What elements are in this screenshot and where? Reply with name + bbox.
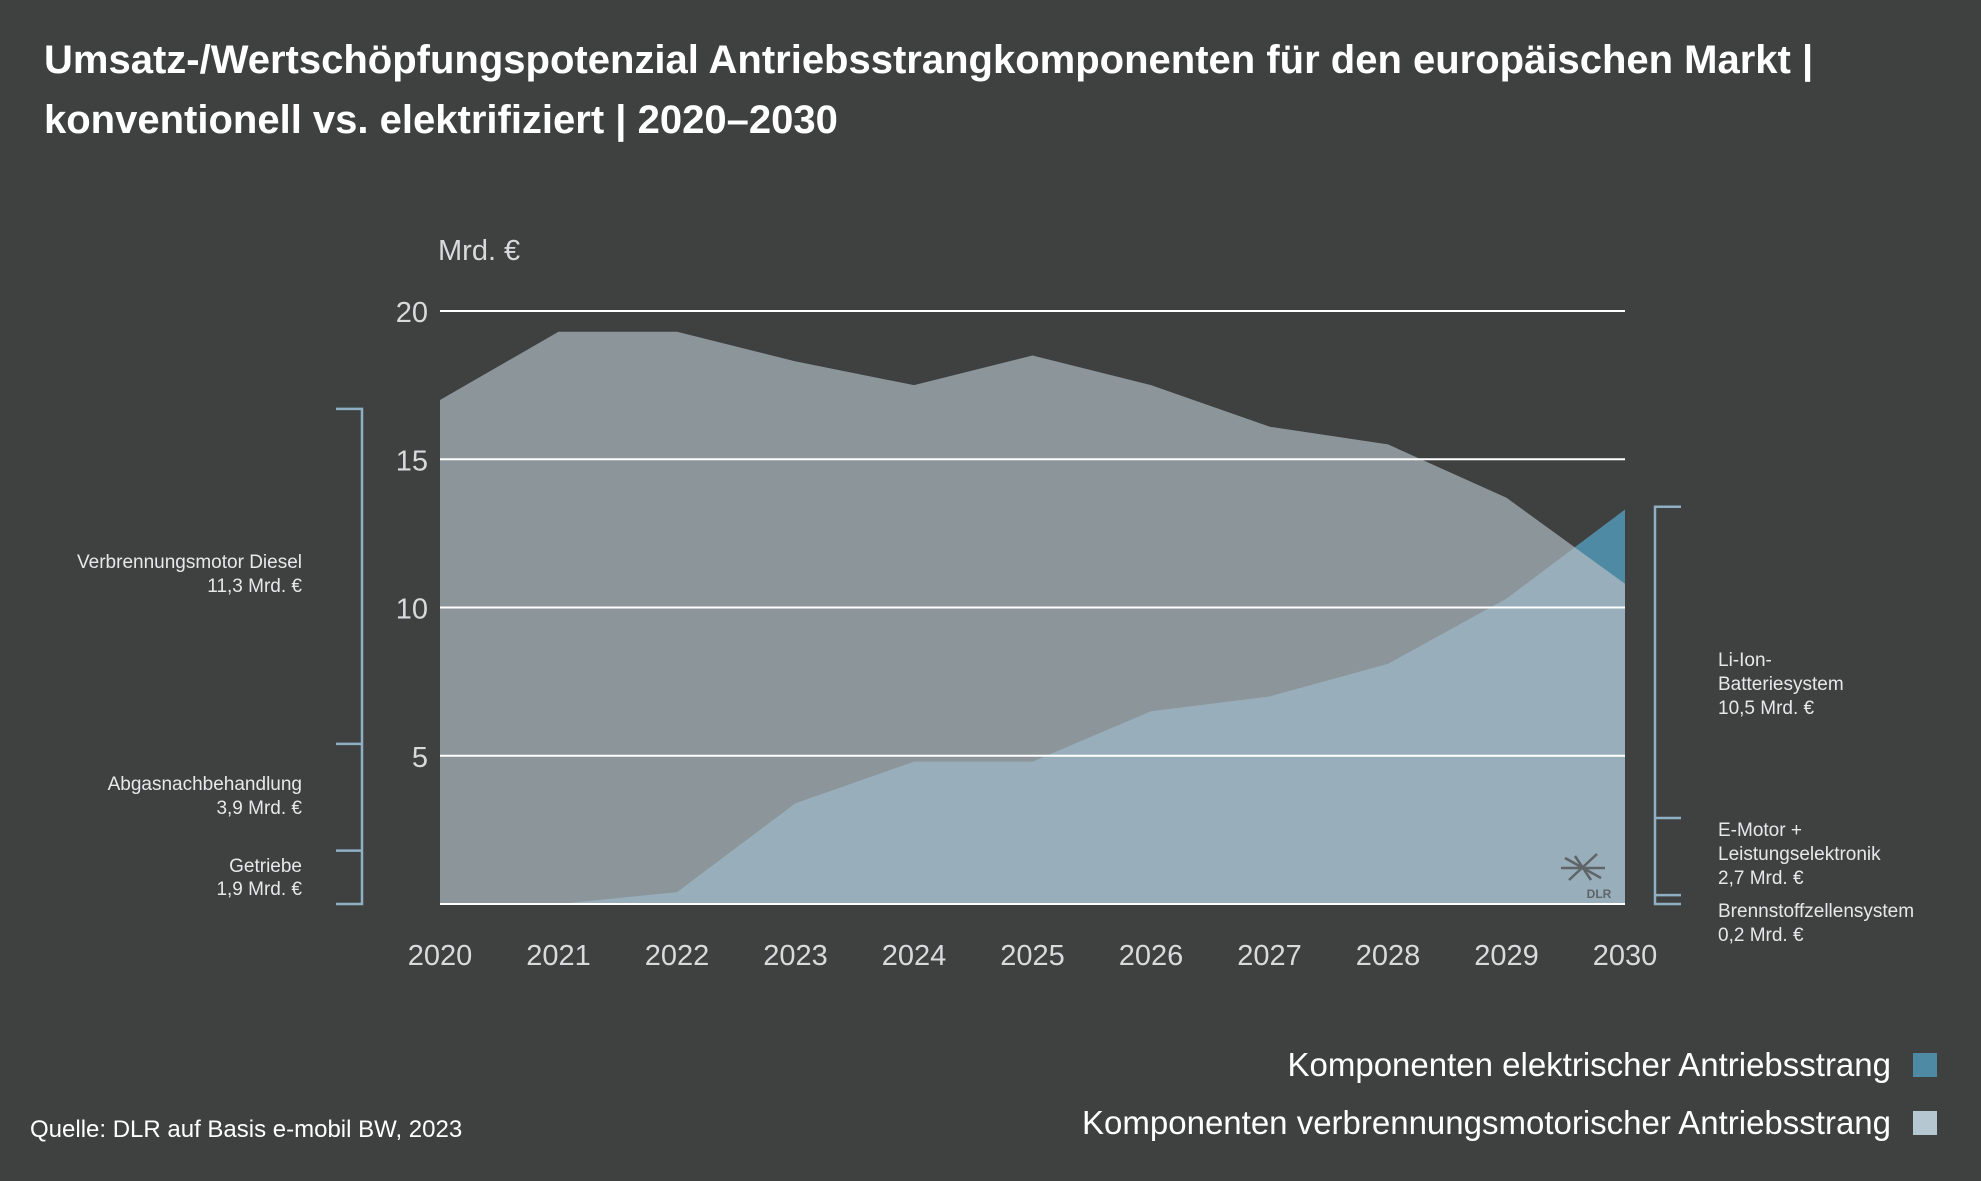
x-tick-label-2028: 2028: [1356, 940, 1421, 972]
annotation-right-name-1-0: E-Motor +: [1718, 820, 1802, 841]
annotation-right-value-1: 2,7 Mrd. €: [1718, 868, 1804, 889]
legend-label-electric: Komponenten elektrischer Antriebsstrang: [1287, 1046, 1891, 1083]
y-tick-label-15: 15: [396, 445, 428, 477]
area-electric: [440, 509, 1625, 904]
chart-title: Umsatz-/Wertschöpfungspotenzial Antriebs…: [44, 30, 1924, 150]
annotation-left-value-2: 1,9 Mrd. €: [216, 879, 302, 900]
x-tick-label-2026: 2026: [1119, 940, 1184, 972]
dlr-logo-text: DLR: [1587, 887, 1612, 901]
y-axis-title: Mrd. €: [438, 235, 520, 267]
y-tick-label-10: 10: [396, 594, 428, 626]
annotation-left-value-1: 3,9 Mrd. €: [216, 798, 302, 819]
legend-item-electric: Komponenten elektrischer Antriebsstrang: [1287, 1046, 1937, 1084]
x-tick-label-2023: 2023: [763, 940, 828, 972]
legend-swatch-conventional: [1913, 1111, 1937, 1135]
x-tick-label-2024: 2024: [882, 940, 947, 972]
legend-swatch-electric: [1913, 1053, 1937, 1077]
x-tick-label-2029: 2029: [1474, 940, 1539, 972]
x-tick-label-2025: 2025: [1000, 940, 1065, 972]
y-tick-label-5: 5: [412, 742, 428, 774]
legend: Komponenten elektrischer Antriebsstrang …: [1082, 1046, 1937, 1142]
annotation-right-name-2-0: Brennstoffzellensystem: [1718, 901, 1914, 922]
legend-item-conventional: Komponenten verbrennungsmotorischer Antr…: [1082, 1104, 1937, 1142]
x-tick-label-2030: 2030: [1593, 940, 1658, 972]
dlr-logo-icon: [1561, 853, 1605, 881]
source-note: Quelle: DLR auf Basis e-mobil BW, 2023: [30, 1116, 463, 1143]
annotation-right-name-1-1: Leistungselektronik: [1718, 844, 1881, 865]
y-tick-label-20: 20: [396, 297, 428, 329]
x-tick-label-2020: 2020: [408, 940, 473, 972]
annotation-right-value-2: 0,2 Mrd. €: [1718, 925, 1804, 946]
x-tick-label-2022: 2022: [645, 940, 710, 972]
bracket-left: [336, 407, 364, 906]
area-electric-exceeding: [1574, 509, 1625, 584]
x-tick-label-2027: 2027: [1237, 940, 1302, 972]
annotation-left-name-2: Getriebe: [229, 856, 302, 877]
annotation-left-name-1: Abgasnachbehandlung: [108, 774, 302, 795]
bracket-right: [1653, 505, 1681, 906]
title-line-2: konventionell vs. elektrifiziert | 2020–…: [44, 98, 838, 142]
annotation-right-value-0: 10,5 Mrd. €: [1718, 698, 1815, 719]
title-line-1: Umsatz-/Wertschöpfungspotenzial Antriebs…: [44, 38, 1814, 82]
annotation-left-name-0: Verbrennungsmotor Diesel: [77, 552, 302, 573]
annotation-right-name-0-1: Batteriesystem: [1718, 674, 1844, 695]
x-tick-label-2021: 2021: [526, 940, 591, 972]
annotation-right-name-0-0: Li-Ion-: [1718, 650, 1772, 671]
annotation-left-value-0: 11,3 Mrd. €: [207, 576, 302, 597]
legend-label-conventional: Komponenten verbrennungsmotorischer Antr…: [1082, 1104, 1891, 1141]
